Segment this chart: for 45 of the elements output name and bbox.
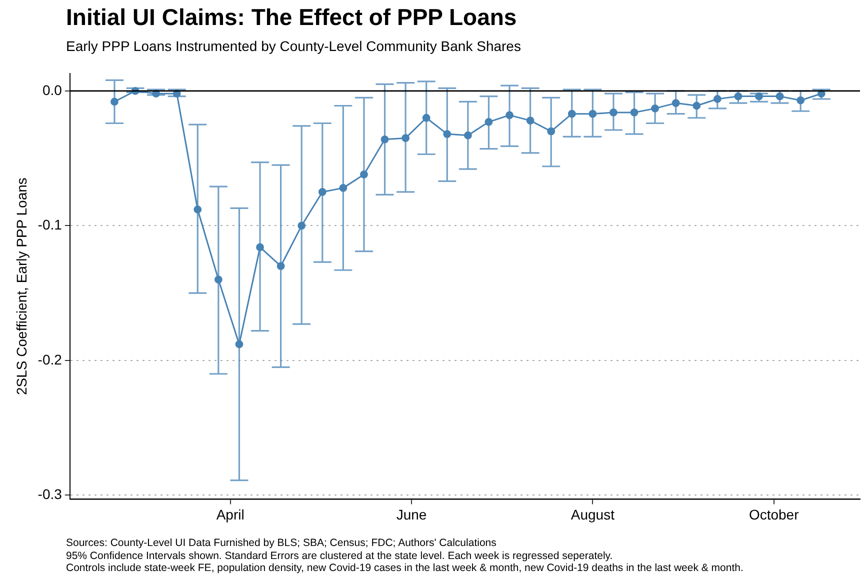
point bbox=[235, 340, 244, 348]
point bbox=[526, 116, 534, 125]
point bbox=[776, 92, 784, 100]
y-axis-title: 2SLS Coefficient, Early PPP Loans bbox=[13, 178, 30, 395]
point bbox=[402, 134, 410, 142]
point bbox=[506, 111, 514, 120]
text: 95% Confidence Intervals shown. Standard Errors are clustered at the state level. Each week is regressed seperately. bbox=[66, 550, 614, 562]
x-tick-label: June bbox=[396, 506, 427, 522]
x-tick-label: October bbox=[748, 506, 800, 522]
point bbox=[339, 184, 348, 192]
point bbox=[484, 118, 493, 126]
point bbox=[194, 206, 202, 214]
point bbox=[360, 170, 368, 178]
y-tick-label: -0.3 bbox=[38, 486, 62, 502]
point bbox=[630, 108, 638, 116]
point bbox=[672, 99, 680, 107]
point bbox=[692, 102, 701, 110]
x-tick-label: August bbox=[570, 506, 615, 522]
x-tick-label: April bbox=[216, 506, 244, 522]
text: Controls include state-week FE, population density, new Covid-19 cases in the last week & month, new Covid-19 deaths in the last week & month. bbox=[66, 562, 744, 574]
point bbox=[214, 276, 222, 284]
point bbox=[276, 262, 285, 270]
point bbox=[610, 108, 618, 116]
chart-title: Initial UI Claims: The Effect of PPP Loans bbox=[66, 4, 517, 31]
point bbox=[110, 98, 118, 106]
point bbox=[298, 222, 306, 230]
source-note: Sources: County-Level UI Data Furnished by BLS; SBA; Census; FDC; Authors' Calculations bbox=[66, 537, 498, 550]
point bbox=[318, 188, 326, 196]
point bbox=[464, 131, 472, 140]
y-tick-label: -0.2 bbox=[38, 351, 62, 368]
chart-subtitle: Early PPP Loans Instrumented by County-Level Community Bank Shares bbox=[66, 38, 521, 54]
point bbox=[256, 243, 264, 252]
point bbox=[422, 114, 430, 122]
point bbox=[734, 92, 742, 100]
point bbox=[547, 127, 556, 136]
point bbox=[443, 130, 452, 138]
point bbox=[755, 92, 763, 100]
point bbox=[380, 135, 389, 144]
point bbox=[651, 104, 660, 112]
point bbox=[568, 110, 576, 118]
point bbox=[713, 95, 722, 103]
point bbox=[588, 110, 597, 118]
y-tick-label: -0.1 bbox=[38, 216, 62, 233]
point bbox=[796, 96, 805, 104]
y-tick-label: 0.0 bbox=[42, 82, 62, 98]
